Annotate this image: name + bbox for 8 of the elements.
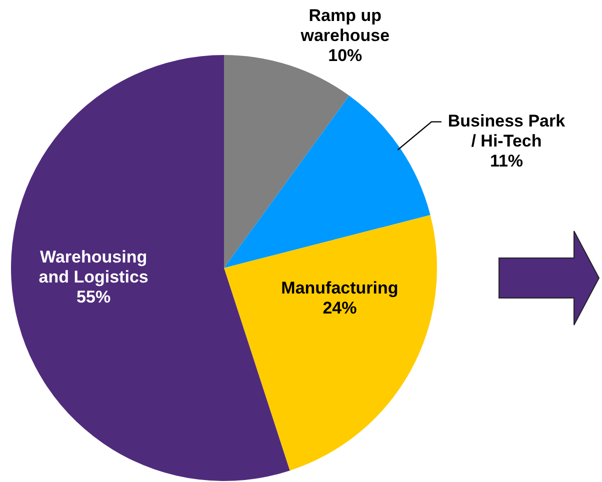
slice-label: Ramp up warehouse	[300, 6, 390, 45]
data-label: 11%	[490, 151, 524, 170]
data-label: 10%	[328, 46, 362, 65]
slice-label: Warehousing and Logistics	[38, 248, 148, 287]
data-label: 55%	[76, 288, 111, 307]
slice-label: Manufacturing	[281, 278, 398, 298]
data-label: 24%	[322, 298, 357, 318]
slice-label: Business Park / Hi-Tech	[448, 111, 566, 150]
